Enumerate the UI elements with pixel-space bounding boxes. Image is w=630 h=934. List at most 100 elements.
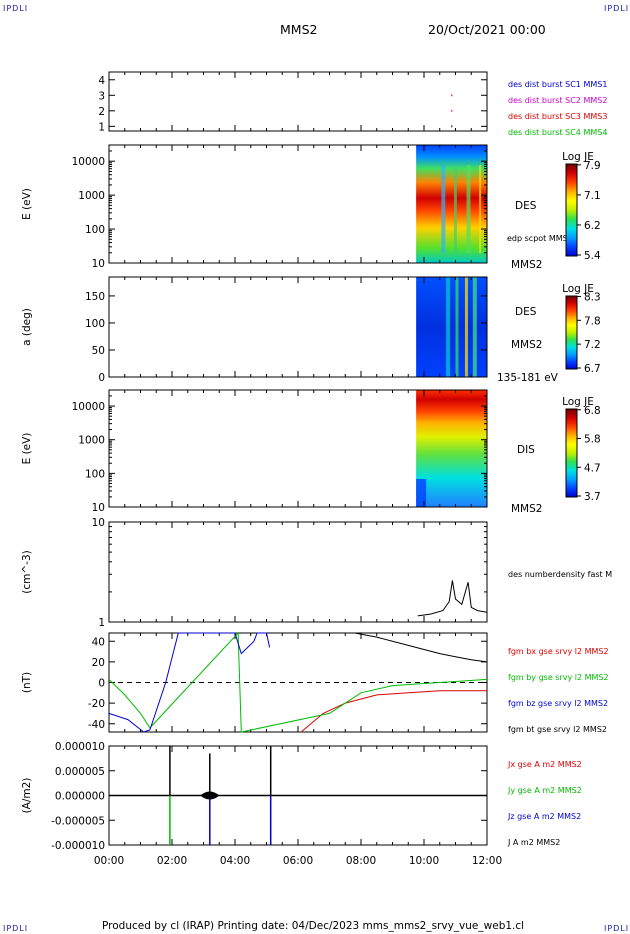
burst-y-ticks: 1 2 3 4: [98, 75, 487, 133]
des_energy-colorbar-tick-label: 7.9: [584, 160, 601, 172]
des_energy-y-tick-label: 10000: [72, 156, 105, 168]
des_pitch-side-label2: MMS2: [511, 339, 542, 351]
density-side-small: des numberdensity fast M: [508, 570, 612, 579]
des_pitch-y-tick-label: 100: [85, 318, 105, 330]
des_energy-colorbar-tick-label: 6.2: [584, 220, 601, 232]
burst-y-tick-label: 2: [98, 106, 105, 118]
des_energy-y-ticks: 10 100 1000 10000: [72, 156, 487, 270]
density-frame: [108, 521, 488, 623]
x-tick-label: 00:00: [94, 855, 124, 867]
density-y-minor: [109, 526, 487, 593]
current-y-tick-label: -0.000005: [51, 815, 105, 827]
des_energy-colorbar-tick-label: 7.1: [584, 190, 601, 202]
dis_energy-colorbar-scale: [565, 408, 578, 498]
des_energy-y-tick-label: 1000: [78, 190, 105, 202]
des_pitch-y-tick-label: 150: [85, 291, 105, 303]
dis-energy-patch: [416, 479, 427, 507]
burst-mark: [451, 109, 453, 112]
dis_energy-y-tick-label: 10: [92, 502, 105, 514]
burst-y-tick-label: 4: [98, 75, 105, 87]
current-y-tick-label: 0.000000: [55, 791, 105, 803]
dis_energy-colorbar: Log JE 3.7 4.7 5.8 6.8: [562, 396, 601, 503]
des_pitch-colorbar: Log JE 6.7 7.2 7.8 8.3: [562, 283, 601, 375]
x-tick-label: 04:00: [220, 855, 250, 867]
corner-label-top-right: IPDLI: [604, 4, 629, 13]
burst-legend-entry: des dist burst SC2 MMS2: [508, 96, 607, 105]
x-tick-label: 12:00: [472, 855, 502, 867]
des_energy-y-tick-label: 100: [85, 224, 105, 236]
header-spacecraft: MMS2: [280, 22, 317, 37]
current-legend-entry: J A m2 MMS2: [507, 838, 560, 847]
fgm-y-tick-label: -20: [88, 698, 105, 710]
des_energy-colorbar-tick-label: 5.4: [584, 250, 601, 262]
des_pitch-colorbar-tick-label: 7.8: [584, 315, 601, 327]
des_pitch-y-tick-label: 0: [98, 372, 105, 384]
current-y-axis-label: (A/m2): [21, 778, 33, 814]
des_pitch-colorbar-tick-label: 6.7: [584, 363, 601, 375]
burst-mark: [451, 125, 453, 128]
dis-energy-spectrogram: [416, 390, 487, 507]
burst-legend-entry: des dist burst SC3 MMS3: [508, 112, 607, 121]
des_energy-y-axis-label: E (eV): [21, 188, 33, 220]
des_energy-y-tick-label: 10: [92, 258, 105, 270]
des-energy-stripe: [479, 165, 482, 253]
dis_energy-colorbar-tick-label: 6.8: [584, 405, 601, 417]
burst-x-ticks: [108, 72, 488, 131]
x-tick-label: 10:00: [409, 855, 439, 867]
burst-mark: [451, 94, 453, 97]
fgm-y-tick-label: 20: [92, 657, 105, 669]
dis_energy-colorbar-tick-label: 5.8: [584, 434, 601, 446]
fgm-legend-entry: fgm bz gse srvy l2 MMS2: [508, 699, 608, 708]
des_pitch-y-axis-label: a (deg): [21, 308, 33, 346]
density-y-tick-label: 1: [98, 617, 105, 629]
current-y-tick-label: 0.000005: [55, 766, 105, 778]
fgm-by-series: [108, 631, 488, 733]
fgm-bz-series: [108, 632, 271, 733]
burst-legend-entry: des dist burst SC4 MMS4: [508, 128, 607, 137]
des_energy-x-ticks: [108, 145, 488, 263]
current-legend-entry: Jy gse A m2 MMS2: [507, 786, 582, 795]
current-legend: Jx gse A m2 MMS2 Jy gse A m2 MMS2 Jz gse A…: [507, 760, 582, 847]
current-burst-envelope: [200, 791, 220, 800]
density-y-axis-label: (cm^-3): [21, 550, 33, 593]
des_pitch-colorbar-title: Log JE: [562, 283, 594, 295]
corner-label-bottom-right: IPDLI: [604, 924, 629, 933]
burst-frame: [108, 71, 488, 132]
fgm-bt-series: [354, 632, 488, 663]
corner-label-top-left: IPDLI: [3, 4, 28, 13]
des_pitch-colorbar-tick-label: 8.3: [584, 291, 601, 303]
burst-y-tick-label: 1: [98, 121, 105, 133]
fgm-y-axis-label: (nT): [21, 672, 33, 693]
burst-legend-entry: des dist burst SC1 MMS1: [508, 80, 607, 89]
des_pitch-side-label3: 135-181 eV: [497, 372, 559, 384]
fgm-y-ticks: -40 -20 0 20 40: [88, 636, 487, 731]
dis_energy-y-tick-label: 1000: [78, 435, 105, 447]
des_energy-side-label: DES: [515, 200, 537, 212]
fgm-legend-entry: fgm bx gse srvy l2 MMS2: [508, 647, 609, 656]
dis_energy-y-axis-label: E (eV): [21, 433, 33, 465]
des_pitch-x-ticks: [108, 277, 488, 377]
current-x-tick-labels: 00:00 02:00 04:00 06:00 08:00 10:00 12:00: [94, 855, 502, 867]
density-y-tick-label: 10: [92, 517, 105, 529]
dis_energy-colorbar-title: Log JE: [562, 396, 594, 408]
fgm-x-ticks: [108, 633, 488, 732]
density-x-ticks: [108, 522, 488, 622]
fgm-y-tick-label: 0: [98, 678, 105, 690]
fgm-legend-entry: fgm by gse srvy l2 MMS2: [508, 673, 609, 682]
des_energy-colorbar-scale: [565, 163, 578, 257]
fgm-legend: fgm bx gse srvy l2 MMS2 fgm by gse srvy l…: [508, 647, 609, 734]
dis_energy-y-ticks: 10 100 1000 10000: [72, 401, 487, 514]
x-tick-label: 02:00: [157, 855, 187, 867]
dis_energy-colorbar-tick-label: 3.7: [584, 491, 601, 503]
density-series: [417, 580, 488, 617]
corner-label-bottom-left: IPDLI: [3, 924, 28, 933]
des_energy-side-small: edp scpot MMS2: [507, 234, 573, 243]
current-legend-entry: Jx gse A m2 MMS2: [507, 760, 582, 769]
dis_energy-y-minor: [109, 389, 487, 498]
dis_energy-y-tick-label: 10000: [72, 401, 105, 413]
des_pitch-side-label: DES: [515, 306, 537, 318]
des_energy-side-label2: MMS2: [511, 259, 542, 271]
footer-text: Produced by cl (IRAP) Printing date: 04/…: [102, 920, 524, 932]
current-y-tick-label: -0.000010: [51, 840, 105, 852]
